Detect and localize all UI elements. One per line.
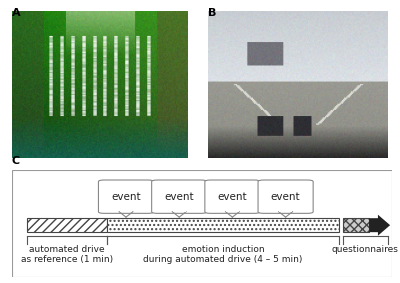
- Bar: [342, 218, 369, 232]
- FancyBboxPatch shape: [12, 170, 392, 277]
- Bar: [120, 211, 132, 212]
- FancyArrow shape: [369, 215, 390, 236]
- Text: emotion induction
during automated drive (4 – 5 min): emotion induction during automated drive…: [143, 245, 302, 265]
- Text: event: event: [111, 192, 141, 202]
- Bar: [279, 211, 292, 212]
- Text: B: B: [208, 8, 216, 18]
- Bar: [226, 211, 239, 212]
- FancyBboxPatch shape: [98, 180, 154, 213]
- FancyBboxPatch shape: [152, 180, 207, 213]
- Text: automated drive
as reference (1 min): automated drive as reference (1 min): [21, 245, 113, 265]
- Bar: [173, 211, 186, 212]
- FancyBboxPatch shape: [258, 180, 313, 213]
- Text: event: event: [271, 192, 300, 202]
- Polygon shape: [226, 212, 239, 217]
- Bar: [27, 218, 107, 232]
- Text: questionnaires: questionnaires: [332, 245, 399, 254]
- Text: A: A: [12, 8, 21, 18]
- Polygon shape: [119, 212, 133, 217]
- Text: event: event: [164, 192, 194, 202]
- Polygon shape: [172, 212, 186, 217]
- Bar: [107, 218, 339, 232]
- Polygon shape: [279, 212, 292, 217]
- Text: C: C: [12, 156, 20, 166]
- Text: event: event: [218, 192, 247, 202]
- FancyBboxPatch shape: [205, 180, 260, 213]
